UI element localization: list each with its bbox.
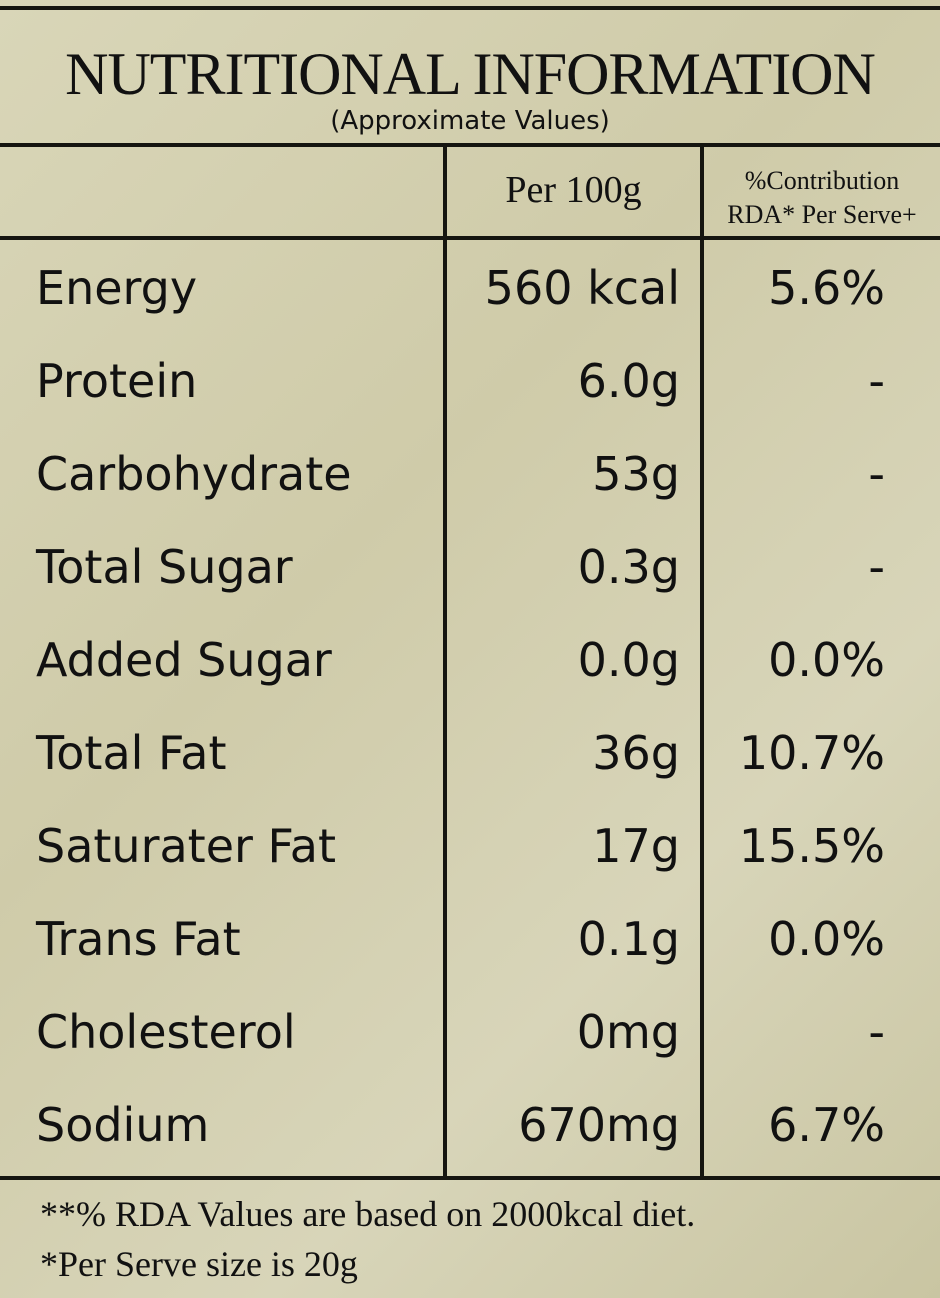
column-header-line: RDA* Per Serve+ bbox=[727, 200, 917, 229]
per-100g-value: 17g bbox=[592, 819, 680, 873]
per-100g-value: 670mg bbox=[518, 1098, 680, 1152]
nutrient-name: Energy bbox=[36, 261, 198, 315]
column-divider bbox=[700, 143, 704, 1180]
nutrient-name: Cholesterol bbox=[36, 1005, 296, 1059]
column-header: Per 100g bbox=[505, 169, 642, 211]
nutrient-name: Trans Fat bbox=[36, 912, 241, 966]
nutrient-name: Protein bbox=[36, 354, 198, 408]
nutrient-name: Carbohydrate bbox=[36, 447, 352, 501]
column-divider bbox=[443, 143, 447, 1180]
rda-percent: 5.6% bbox=[768, 261, 885, 315]
footnote: **% RDA Values are based on 2000kcal die… bbox=[40, 1194, 696, 1234]
footnote: *Per Serve size is 20g bbox=[40, 1244, 358, 1284]
subtitle: (Approximate Values) bbox=[330, 106, 610, 136]
border bbox=[0, 143, 940, 147]
nutrient-name: Total Fat bbox=[36, 726, 227, 780]
per-100g-value: 53g bbox=[592, 447, 680, 501]
rda-percent: - bbox=[868, 1005, 885, 1059]
per-100g-value: 0.0g bbox=[577, 633, 680, 687]
border bbox=[0, 236, 940, 240]
border bbox=[0, 6, 940, 10]
title: NUTRITIONAL INFORMATION bbox=[65, 41, 876, 107]
nutrient-name: Added Sugar bbox=[36, 633, 332, 687]
border bbox=[0, 1176, 940, 1180]
per-100g-value: 6.0g bbox=[577, 354, 680, 408]
per-100g-value: 0.1g bbox=[577, 912, 680, 966]
rda-percent: - bbox=[868, 354, 885, 408]
per-100g-value: 36g bbox=[592, 726, 680, 780]
column-header: %Contribution RDA* Per Serve+ bbox=[704, 164, 940, 232]
per-100g-value: 0.3g bbox=[577, 540, 680, 594]
rda-percent: 0.0% bbox=[768, 633, 885, 687]
rda-percent: 15.5% bbox=[738, 819, 885, 873]
nutrient-name: Saturater Fat bbox=[36, 819, 337, 873]
rda-percent: 6.7% bbox=[768, 1098, 885, 1152]
rda-percent: - bbox=[868, 540, 885, 594]
rda-percent: 10.7% bbox=[738, 726, 885, 780]
rda-percent: - bbox=[868, 447, 885, 501]
nutrient-name: Total Sugar bbox=[36, 540, 293, 594]
per-100g-value: 560 kcal bbox=[484, 261, 680, 315]
rda-percent: 0.0% bbox=[768, 912, 885, 966]
nutrient-name: Sodium bbox=[36, 1098, 210, 1152]
column-header-line: %Contribution bbox=[744, 166, 900, 195]
per-100g-value: 0mg bbox=[576, 1005, 680, 1059]
